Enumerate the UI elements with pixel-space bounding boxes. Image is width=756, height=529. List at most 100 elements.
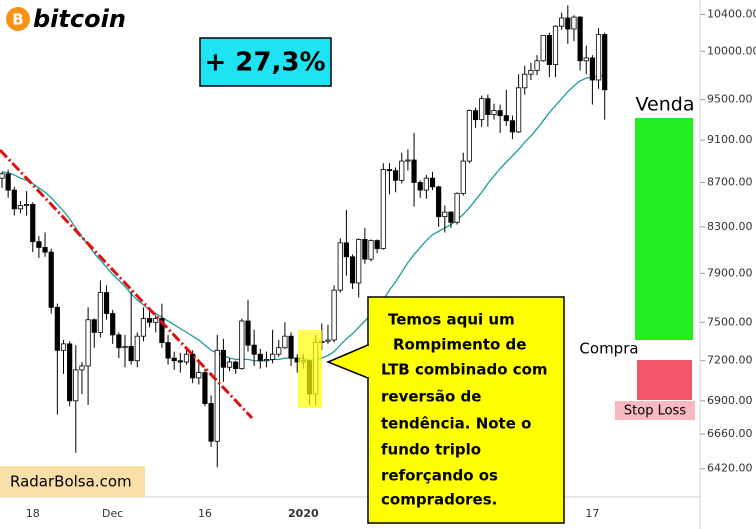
y-tick-label: 9500.00 <box>707 93 753 106</box>
candle-body <box>356 238 362 284</box>
y-tick-label: 7900.00 <box>707 266 753 279</box>
callout-line: reversão de <box>381 388 481 406</box>
candle-body <box>583 57 589 62</box>
candle-body <box>159 318 165 343</box>
candle-body <box>60 343 67 351</box>
trend-line <box>0 148 254 420</box>
candle-body <box>534 60 540 71</box>
candle-body <box>146 318 153 323</box>
candle-body <box>171 357 177 362</box>
candle-body <box>479 98 485 121</box>
candle-body <box>503 115 509 122</box>
candle-body <box>17 205 24 210</box>
highlight-box <box>298 330 322 408</box>
candle-body <box>5 173 11 191</box>
y-tick-label: 6420.00 <box>707 462 753 475</box>
candle-body <box>134 335 140 362</box>
candle-body <box>472 110 479 121</box>
plot <box>0 5 705 470</box>
y-tick-label: 8700.00 <box>707 175 753 188</box>
candle-body <box>226 361 233 368</box>
candle-body <box>122 346 128 349</box>
candle-body <box>362 238 368 260</box>
candle-body <box>220 349 226 368</box>
callout-line: compradores. <box>381 491 497 509</box>
candle-body <box>140 318 147 337</box>
x-tick-label: 2020 <box>288 507 319 520</box>
candle-body <box>103 292 110 314</box>
candle-body <box>116 334 122 349</box>
candle-body <box>540 35 546 62</box>
candle-body <box>497 110 503 117</box>
candle-body <box>460 160 466 194</box>
candle-body <box>417 182 423 191</box>
candle-body <box>386 169 393 172</box>
candle-body <box>442 211 448 218</box>
candle-body <box>343 242 350 258</box>
source-label: RadarBolsa.com <box>10 473 132 491</box>
candle-body <box>202 372 208 404</box>
callout-line: fundo triplo <box>381 441 481 459</box>
candle-body <box>509 120 516 133</box>
candle-body <box>602 34 608 91</box>
sell-label: Venda <box>636 94 695 116</box>
candle-body <box>565 17 571 30</box>
gain-box <box>199 37 332 87</box>
candle-body <box>436 186 442 218</box>
callout-text: Temos aqui um Rompimento de LTB combinado … <box>381 311 548 509</box>
candle-body <box>288 335 294 359</box>
candle-body <box>325 339 331 342</box>
y-tick-label: 10000.00 <box>707 44 756 57</box>
x-tick-label: Dec <box>102 507 123 520</box>
x-tick-label: 18 <box>26 507 40 520</box>
candle-body <box>48 251 54 308</box>
candle-body <box>183 353 190 363</box>
logo-text: bitcoin <box>33 5 126 33</box>
candle-body <box>263 359 270 362</box>
candle-body <box>399 160 405 181</box>
candle-body <box>245 320 251 346</box>
source-box <box>0 466 145 497</box>
candle-body <box>552 25 559 65</box>
callout-box <box>367 296 565 524</box>
candle-body <box>91 319 97 333</box>
candle-body <box>269 353 276 360</box>
stop-box <box>615 401 695 420</box>
candle-body <box>380 169 386 250</box>
logo-symbol: B <box>12 11 23 29</box>
candle-body <box>276 347 282 355</box>
candle-body <box>36 241 42 248</box>
candle-body <box>73 369 79 402</box>
candle-body <box>546 35 552 65</box>
candle-body <box>110 313 116 336</box>
candle-body <box>0 173 5 179</box>
candle-body <box>128 346 134 362</box>
candle-body <box>559 17 565 27</box>
candle-body <box>11 189 17 210</box>
candle-body <box>454 192 460 223</box>
candle-body <box>331 289 337 341</box>
y-tick-label: 7200.00 <box>707 354 753 367</box>
candle-body <box>67 343 73 402</box>
buy-label: Compra <box>579 340 638 358</box>
candle-body <box>374 240 380 250</box>
candle-body <box>251 344 257 355</box>
candle-body <box>571 16 577 30</box>
callout-line: LTB combinado com <box>381 361 548 379</box>
candle-body <box>349 256 356 284</box>
callout-line: Rompimento de <box>393 336 526 354</box>
candle-body <box>196 372 202 379</box>
candle-body <box>85 319 91 367</box>
y-tick-label: 9100.00 <box>707 133 753 146</box>
candle-body <box>165 342 171 359</box>
candle-body <box>423 177 429 191</box>
candle-body <box>97 292 103 333</box>
candle-body <box>282 335 288 349</box>
candle-body <box>42 247 48 253</box>
y-tick-label: 8300.00 <box>707 220 753 233</box>
candle-body <box>79 365 85 371</box>
sell-zone <box>635 118 693 340</box>
x-tick-label: 16 <box>198 507 212 520</box>
callout-line: Temos aqui um <box>388 311 515 329</box>
